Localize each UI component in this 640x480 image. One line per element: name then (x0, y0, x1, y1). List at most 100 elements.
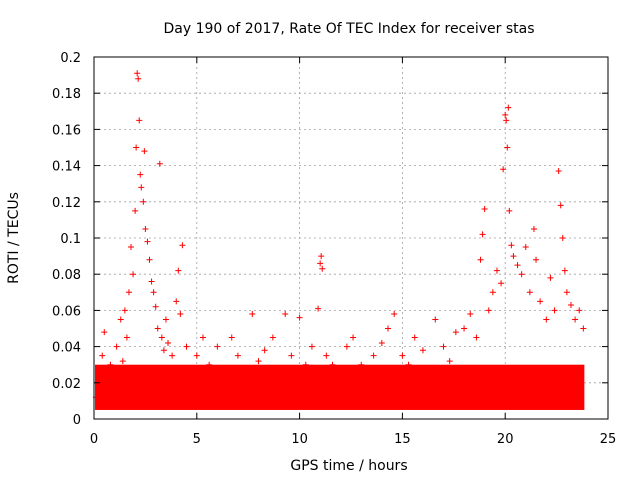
data-point (183, 343, 190, 350)
data-point (430, 397, 437, 404)
data-point (512, 388, 519, 395)
data-point (471, 392, 478, 399)
data-point (135, 75, 142, 82)
data-point (561, 267, 568, 274)
data-point (119, 358, 126, 365)
data-point (485, 307, 492, 314)
data-point (493, 267, 500, 274)
data-point (329, 361, 336, 368)
data-point (543, 316, 550, 323)
data-point (399, 352, 406, 359)
y-tick-label: 0.04 (52, 341, 81, 356)
y-tick-label: 0.08 (52, 268, 81, 283)
data-point (537, 298, 544, 305)
data-point (142, 390, 149, 397)
data-point (146, 256, 153, 263)
data-point (317, 260, 324, 267)
y-tick-label: 0.14 (52, 160, 81, 175)
x-tick-label: 0 (90, 432, 98, 447)
data-point (175, 267, 182, 274)
data-point (500, 166, 507, 173)
data-point (574, 396, 581, 403)
data-point (452, 329, 459, 336)
data-point (504, 144, 511, 151)
data-point (214, 343, 221, 350)
data-point (160, 347, 167, 354)
data-point (121, 307, 128, 314)
data-point (576, 307, 583, 314)
data-point (173, 298, 180, 305)
data-point (426, 365, 433, 372)
data-point (368, 397, 375, 404)
data-point (348, 396, 354, 403)
data-point (187, 365, 194, 372)
data-point (286, 394, 293, 401)
data-point (479, 231, 486, 238)
y-tick-label: 0.06 (52, 304, 81, 319)
data-point (446, 358, 453, 365)
y-tick-label: 0.18 (52, 87, 81, 102)
data-point (107, 361, 114, 368)
data-point (323, 352, 330, 359)
data-point (142, 225, 149, 232)
data-point (481, 206, 488, 213)
data-point (113, 343, 120, 350)
data-point (115, 379, 122, 386)
data-point (265, 397, 272, 404)
x-tick-label: 25 (600, 432, 617, 447)
data-point (306, 397, 313, 404)
data-point (276, 370, 283, 377)
data-point (319, 265, 326, 272)
data-point (123, 334, 130, 341)
data-point (467, 311, 474, 318)
data-point (296, 314, 303, 321)
data-point (220, 370, 227, 377)
x-tick-label: 15 (394, 432, 411, 447)
data-point (389, 394, 396, 401)
x-tick-label: 10 (291, 432, 308, 447)
data-point (502, 111, 509, 118)
y-tick-label: 0 (73, 413, 81, 428)
data-point (580, 325, 587, 332)
data-point (140, 198, 147, 205)
data-point (572, 316, 579, 323)
data-point (154, 325, 161, 332)
data-point (158, 334, 165, 341)
data-point (97, 401, 104, 408)
data-point (109, 388, 116, 395)
data-point (165, 339, 172, 346)
data-point (461, 325, 468, 332)
y-axis-tick-labels: 0 0.02 0.04 0.06 0.08 0.1 0.12 0.14 0.16 0.18 0.2 (52, 51, 81, 428)
data-point (378, 339, 385, 346)
data-point (282, 311, 289, 318)
data-point (526, 289, 533, 296)
data-point (559, 235, 566, 241)
data-point (136, 117, 143, 124)
data-point (318, 253, 325, 260)
dense-band-fill (95, 364, 585, 410)
data-point (101, 329, 108, 336)
data-point (177, 311, 184, 318)
data-point (308, 343, 315, 350)
data-point (249, 311, 256, 318)
data-point (510, 253, 517, 260)
data-point (228, 334, 235, 341)
data-point (337, 365, 344, 372)
scatter-points (93, 70, 587, 408)
data-point (150, 289, 157, 296)
data-point (508, 242, 515, 249)
data-point (567, 301, 574, 308)
data-point (327, 399, 334, 406)
data-point (530, 225, 537, 232)
data-point (193, 352, 200, 359)
data-point (498, 280, 505, 287)
x-axis-title: GPS time / hours (290, 458, 407, 474)
data-point (557, 202, 564, 209)
data-point (343, 343, 350, 350)
y-tick-label: 0.12 (52, 196, 81, 211)
data-point (137, 171, 144, 178)
data-point (206, 361, 213, 368)
y-axis-title: ROTI / TECUs (6, 192, 22, 284)
chart-title: Day 190 of 2017, Rate Of TEC Index for r… (163, 21, 534, 37)
